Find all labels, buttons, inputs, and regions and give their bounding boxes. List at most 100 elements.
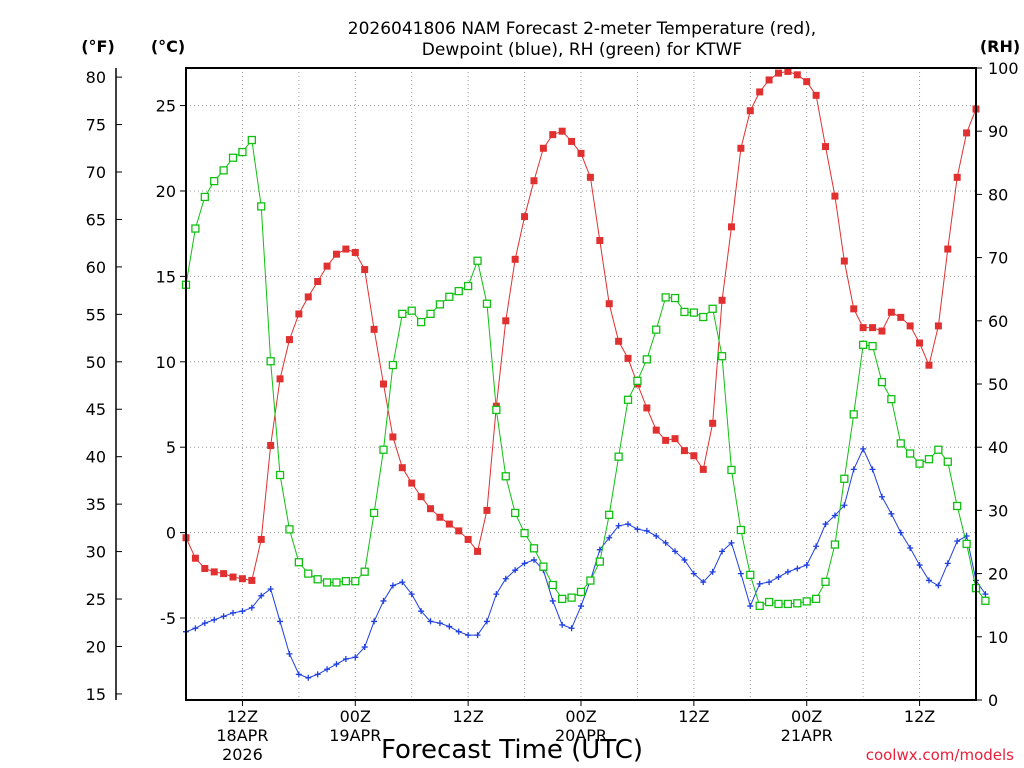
credit-link[interactable]: coolwx.com/models bbox=[866, 746, 1014, 764]
rh-point bbox=[774, 599, 783, 609]
dewpoint-point bbox=[408, 591, 415, 598]
temperature-point bbox=[323, 262, 331, 270]
rh-tick-label: 20 bbox=[988, 565, 1008, 584]
rh-tick-label: 100 bbox=[988, 59, 1019, 78]
temperature-point bbox=[850, 305, 858, 313]
temperature-point bbox=[831, 192, 839, 200]
dewpoint-point bbox=[324, 666, 331, 673]
temperature-point bbox=[671, 435, 679, 443]
rh-tick-label: 60 bbox=[988, 312, 1008, 331]
rh-series-line bbox=[185, 138, 986, 607]
rh-point bbox=[200, 192, 209, 202]
dewpoint-point bbox=[690, 570, 697, 577]
temperature-point bbox=[690, 452, 698, 460]
x-tick-label: 00Z bbox=[565, 707, 596, 726]
rh-point bbox=[934, 445, 943, 454]
x-date-label: 20APR bbox=[555, 726, 607, 745]
temperature-point bbox=[803, 78, 811, 86]
temperature-point bbox=[775, 69, 782, 77]
x-tick-label: 12Z bbox=[452, 707, 483, 726]
temperature-point bbox=[229, 573, 237, 581]
dewpoint-point bbox=[794, 565, 801, 572]
rh-point bbox=[266, 357, 275, 366]
temperature-point bbox=[539, 144, 547, 152]
dewpoint-point bbox=[493, 591, 500, 598]
dewpoint-point bbox=[512, 567, 519, 574]
fahrenheit-tick-label: 70 bbox=[86, 163, 106, 182]
temperature-point bbox=[276, 375, 284, 383]
rh-point bbox=[642, 355, 651, 364]
dewpoint-point bbox=[361, 644, 368, 651]
temperature-point bbox=[521, 213, 529, 221]
rh-point bbox=[463, 281, 473, 291]
dewpoint-point bbox=[568, 625, 575, 632]
dewpoint-point bbox=[803, 562, 810, 569]
dewpoint-point bbox=[672, 548, 679, 555]
x-tick-label: 00Z bbox=[791, 707, 822, 726]
temperature-point bbox=[351, 248, 359, 256]
chart-title: 2026041806 NAM Forecast 2-meter Temperat… bbox=[348, 19, 816, 39]
rh-point bbox=[567, 593, 576, 602]
rh-point bbox=[228, 153, 238, 162]
dewpoint-point bbox=[662, 539, 669, 546]
temperature-point bbox=[737, 144, 745, 152]
temperature-point bbox=[210, 568, 218, 576]
rh-point bbox=[802, 597, 811, 606]
temperature-point bbox=[314, 278, 322, 286]
rh-point bbox=[586, 576, 595, 585]
rh-point bbox=[416, 317, 426, 327]
fahrenheit-unit-label: (°F) bbox=[81, 37, 115, 56]
rh-point bbox=[445, 292, 454, 301]
rh-point bbox=[238, 147, 247, 157]
rh-point bbox=[548, 580, 557, 590]
rh-point bbox=[558, 594, 567, 604]
temperature-point bbox=[511, 255, 519, 263]
rh-unit-label: (RH) bbox=[980, 37, 1020, 56]
temperature-point bbox=[295, 310, 303, 318]
rh-point bbox=[680, 307, 689, 317]
temperature-point bbox=[332, 250, 340, 258]
rh-point bbox=[454, 286, 463, 296]
dewpoint-point bbox=[916, 562, 923, 569]
rh-point bbox=[708, 304, 717, 313]
rh-point bbox=[492, 405, 501, 415]
temperature-point bbox=[201, 564, 209, 572]
rh-point bbox=[849, 410, 858, 419]
temperature-point bbox=[464, 535, 472, 543]
celsius-tick-label: 0 bbox=[166, 524, 176, 543]
rh-point bbox=[699, 312, 708, 322]
rh-point bbox=[924, 455, 934, 464]
fahrenheit-tick-label: 40 bbox=[86, 448, 106, 467]
rh-point bbox=[652, 325, 661, 334]
temperature-point bbox=[906, 322, 914, 330]
rh-point bbox=[623, 395, 633, 404]
dewpoint-point bbox=[813, 543, 820, 550]
rh-point bbox=[633, 376, 642, 385]
dewpoint-point bbox=[681, 556, 688, 563]
temperature-point bbox=[680, 447, 688, 455]
rh-point bbox=[257, 202, 266, 211]
temperature-point bbox=[398, 464, 406, 472]
temperature-point bbox=[934, 322, 942, 330]
series-layer bbox=[181, 67, 990, 681]
rh-point bbox=[210, 176, 219, 186]
rh-point bbox=[793, 599, 802, 608]
rh-point bbox=[576, 587, 586, 597]
fahrenheit-tick-label: 55 bbox=[86, 305, 106, 324]
temperature-point bbox=[238, 575, 246, 583]
rh-point bbox=[529, 544, 539, 553]
dewpoint-point bbox=[267, 585, 274, 592]
rh-point bbox=[304, 569, 313, 578]
dewpoint-point bbox=[371, 618, 378, 625]
dewpoint-point bbox=[521, 560, 528, 567]
temperature-point bbox=[455, 527, 463, 535]
dewpoint-point bbox=[869, 466, 876, 473]
dewpoint-point bbox=[549, 597, 556, 604]
temperature-point bbox=[568, 137, 576, 145]
temperature-point bbox=[342, 245, 350, 253]
dewpoint-point bbox=[248, 604, 255, 611]
dewpoint-point bbox=[483, 618, 490, 625]
x-tick-label: 00Z bbox=[340, 707, 371, 726]
dewpoint-point bbox=[860, 445, 867, 452]
temperature-point bbox=[605, 300, 613, 308]
